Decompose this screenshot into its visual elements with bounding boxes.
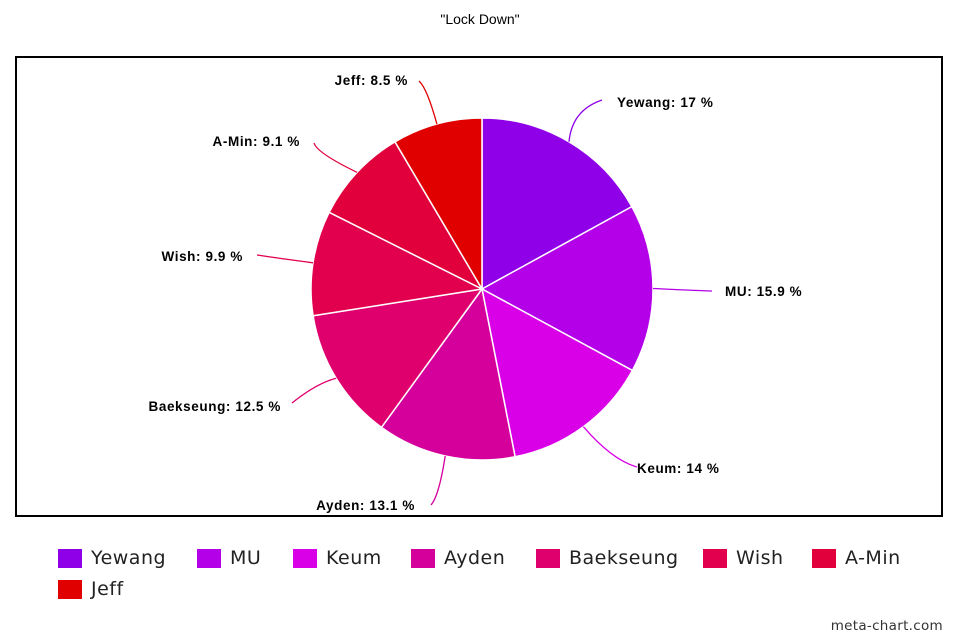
pie-slice-a-min[interactable] — [328, 140, 484, 291]
legend-label: Jeff — [91, 578, 124, 600]
legend-swatch — [293, 548, 317, 568]
legend-item-yewang[interactable]: Yewang — [58, 546, 166, 570]
leader-line-keum — [582, 426, 638, 468]
legend-label: A-Min — [845, 547, 901, 569]
legend-swatch — [536, 548, 560, 568]
legend-item-keum[interactable]: Keum — [293, 546, 382, 570]
pie-slice-keum[interactable] — [480, 287, 634, 458]
pie-slice-yewang[interactable] — [481, 117, 633, 291]
legend-label: Baekseung — [569, 547, 679, 569]
legend-label: Keum — [326, 547, 382, 569]
data-label-wish: Wish: 9.9 % — [162, 249, 244, 264]
legend-swatch — [58, 579, 82, 599]
data-label-baekseung: Baekseung: 12.5 % — [148, 399, 281, 414]
legend-item-baekseung[interactable]: Baekseung — [536, 546, 679, 570]
legend-swatch — [703, 548, 727, 568]
leader-line-mu — [652, 287, 713, 292]
data-label-mu: MU: 15.9 % — [725, 284, 802, 299]
leader-line-ayden — [430, 455, 446, 506]
legend-swatch — [812, 548, 836, 568]
watermark-text: meta-chart.com — [830, 618, 943, 634]
legend-label: MU — [230, 547, 262, 569]
legend-label: Wish — [736, 547, 784, 569]
pie-slice-wish[interactable] — [310, 211, 485, 317]
leader-line-jeff — [418, 80, 438, 125]
leader-line-a-min — [313, 142, 358, 173]
data-label-ayden: Ayden: 13.1 % — [316, 498, 415, 513]
data-label-a-min: A-Min: 9.1 % — [213, 134, 300, 149]
legend-swatch — [197, 548, 221, 568]
pie-slice-baekseung[interactable] — [312, 287, 484, 429]
data-label-jeff: Jeff: 8.5 % — [335, 73, 408, 88]
legend-item-mu[interactable]: MU — [197, 546, 261, 570]
legend-label: Ayden — [444, 547, 506, 569]
pie-chart: Yewang: 17 % MU: 15.9 % Keum: 14 % Ayden: 1… — [148, 73, 802, 513]
pie-slice-mu[interactable] — [480, 205, 654, 372]
leader-line-wish — [256, 254, 314, 264]
plot-area-frame: Yewang: 17 % MU: 15.9 % Keum: 14 % Ayden: 1… — [15, 56, 943, 517]
leader-line-yewang — [568, 99, 603, 142]
chart-title: "Lock Down" — [440, 11, 520, 27]
legend-item-ayden[interactable]: Ayden — [411, 546, 505, 570]
legend-swatch — [58, 548, 82, 568]
legend-item-wish[interactable]: Wish — [703, 546, 784, 570]
legend-item-a-min[interactable]: A-Min — [812, 546, 901, 570]
legend-item-jeff[interactable]: Jeff — [58, 577, 124, 601]
data-label-yewang: Yewang: 17 % — [617, 95, 714, 110]
legend-label: Yewang — [91, 547, 167, 569]
legend-swatch — [411, 548, 435, 568]
pie-slice-jeff[interactable] — [393, 117, 483, 292]
pie-slice-ayden[interactable] — [380, 287, 516, 461]
leader-line-baekseung — [291, 377, 337, 404]
data-label-keum: Keum: 14 % — [637, 461, 720, 476]
